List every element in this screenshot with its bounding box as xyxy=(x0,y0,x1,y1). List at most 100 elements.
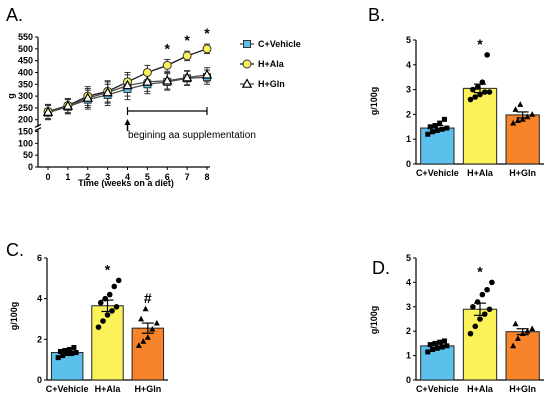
bar-y-tick-label: 4 xyxy=(37,294,42,304)
bar-point xyxy=(432,340,438,346)
panel-a-data-point xyxy=(182,51,192,61)
legend-label-h-gln: H+Gln xyxy=(258,79,285,89)
bar-point xyxy=(57,349,63,355)
bar-point xyxy=(489,279,495,286)
panel-c-label: C. xyxy=(6,240,24,260)
bar-point xyxy=(474,299,481,305)
bar-point xyxy=(484,52,490,58)
panel-b-label: B. xyxy=(368,5,385,25)
bar-point xyxy=(106,291,113,298)
legend-marker xyxy=(242,59,252,69)
panel-a-x-tick-label: 8 xyxy=(204,172,209,182)
panel-a-y-tick-label: 200 xyxy=(18,115,33,125)
panel-a-xlabel: Time (weeks on a diet) xyxy=(78,178,174,188)
panel-a-y-tick-label: 250 xyxy=(18,103,33,113)
bar-category-label: H+Gln xyxy=(509,168,536,178)
bar-point xyxy=(441,116,447,122)
bar-point xyxy=(153,319,160,326)
bar-point xyxy=(474,84,481,90)
panel-a-y-tick-label: 500 xyxy=(18,44,33,54)
panel-a-x-tick-label: 6 xyxy=(165,172,170,182)
panel-a-x-tick-label: 5 xyxy=(145,172,150,182)
bar-point xyxy=(479,79,486,85)
bar-category-label: H+Ala xyxy=(467,384,494,394)
bar-point xyxy=(140,338,147,344)
bar-point xyxy=(529,111,536,117)
bar-point xyxy=(425,349,431,355)
panel-a-x-tick-label: 4 xyxy=(125,172,130,182)
bar-category-label: C+Vehicle xyxy=(46,384,89,394)
bar-y-tick-label: 1 xyxy=(406,351,411,361)
bar-point xyxy=(477,316,483,322)
panel-a-y-tick-label: 400 xyxy=(18,67,33,77)
panel-a-data-point xyxy=(142,76,153,86)
bar-point xyxy=(472,323,479,330)
bar-y-tick-label: 5 xyxy=(406,253,411,263)
bar-point xyxy=(69,351,75,357)
bar-point xyxy=(472,94,479,100)
panel-a-x-tick-label: 7 xyxy=(185,172,190,182)
bar-point xyxy=(514,117,521,123)
bar-y-tick-label: 4 xyxy=(406,60,411,70)
panel-d-label: D. xyxy=(372,258,390,278)
bar-y-tick-label: 1 xyxy=(406,134,411,144)
bar-point xyxy=(109,308,115,314)
bar-y-tick-label: 4 xyxy=(406,277,411,287)
panel-a-annotation: begining aa supplementation xyxy=(128,130,256,141)
panel-a-y-tick-label: 300 xyxy=(18,91,33,101)
bar-point xyxy=(66,347,72,352)
bar-point xyxy=(144,334,151,340)
bar-point xyxy=(514,335,521,341)
panel-a-legend: C+Vehicle H+Ala H+Gln xyxy=(240,39,301,89)
panel-d-bar-chart: 0 1 2 3 4 5 C+Vehicle * H+Ala H+Gln xyxy=(406,253,544,394)
bar-point xyxy=(467,330,474,337)
panel-a-x-tick-label: 1 xyxy=(65,172,70,182)
panel-d-ylabel: g/100g xyxy=(369,306,379,335)
bar-point xyxy=(425,131,431,137)
bar-y-tick-label: 3 xyxy=(406,302,411,312)
bar-point xyxy=(104,312,111,318)
bar-point xyxy=(55,355,61,361)
bar-significance-mark: # xyxy=(144,290,152,306)
bar-point xyxy=(430,129,436,135)
panel-a-data-point xyxy=(62,100,74,110)
bar-point xyxy=(519,116,526,122)
bar-point xyxy=(432,123,438,129)
panel-a-data-point xyxy=(102,86,113,97)
panel-a-y-tick-label: 450 xyxy=(18,56,33,66)
panel-a-data-point xyxy=(181,71,193,82)
bar-category-label: C+Vehicle xyxy=(416,384,459,394)
bar-point xyxy=(434,345,440,351)
panel-a-x-tick-label: 3 xyxy=(105,172,110,182)
bar-point xyxy=(95,324,102,330)
bar xyxy=(131,327,165,381)
bar-point xyxy=(512,106,519,112)
bar-y-tick-label: 0 xyxy=(406,159,411,169)
legend-label-h-ala: H+Ala xyxy=(258,59,285,69)
bar-point xyxy=(439,126,445,132)
bar xyxy=(505,331,540,381)
bar-point xyxy=(486,306,493,313)
bar-point xyxy=(470,304,476,310)
panel-c-bar-chart: 0 2 4 6 C+Vehicle * H+Ala # H+Gln xyxy=(37,253,168,394)
bar-point xyxy=(529,325,536,332)
bar-y-tick-label: 2 xyxy=(37,334,42,344)
bar-category-label: H+Gln xyxy=(134,384,161,394)
bar xyxy=(505,114,540,165)
bar-point xyxy=(510,119,517,126)
bar-point xyxy=(441,338,447,344)
panel-a-axis-break-mark xyxy=(34,123,42,128)
bar-y-tick-label: 0 xyxy=(37,375,42,385)
bar-category-label: H+Ala xyxy=(467,168,494,178)
panel-a-x-tick-label: 0 xyxy=(45,172,50,182)
panel-a-data-point xyxy=(122,79,133,90)
bar-category-label: C+Vehicle xyxy=(416,168,459,178)
bar-point xyxy=(111,283,118,290)
legend-marker xyxy=(243,40,251,48)
bar-point xyxy=(64,351,70,357)
panel-a-data-point xyxy=(162,60,172,70)
bar-point xyxy=(519,330,526,337)
bar-significance-mark: * xyxy=(477,263,483,279)
